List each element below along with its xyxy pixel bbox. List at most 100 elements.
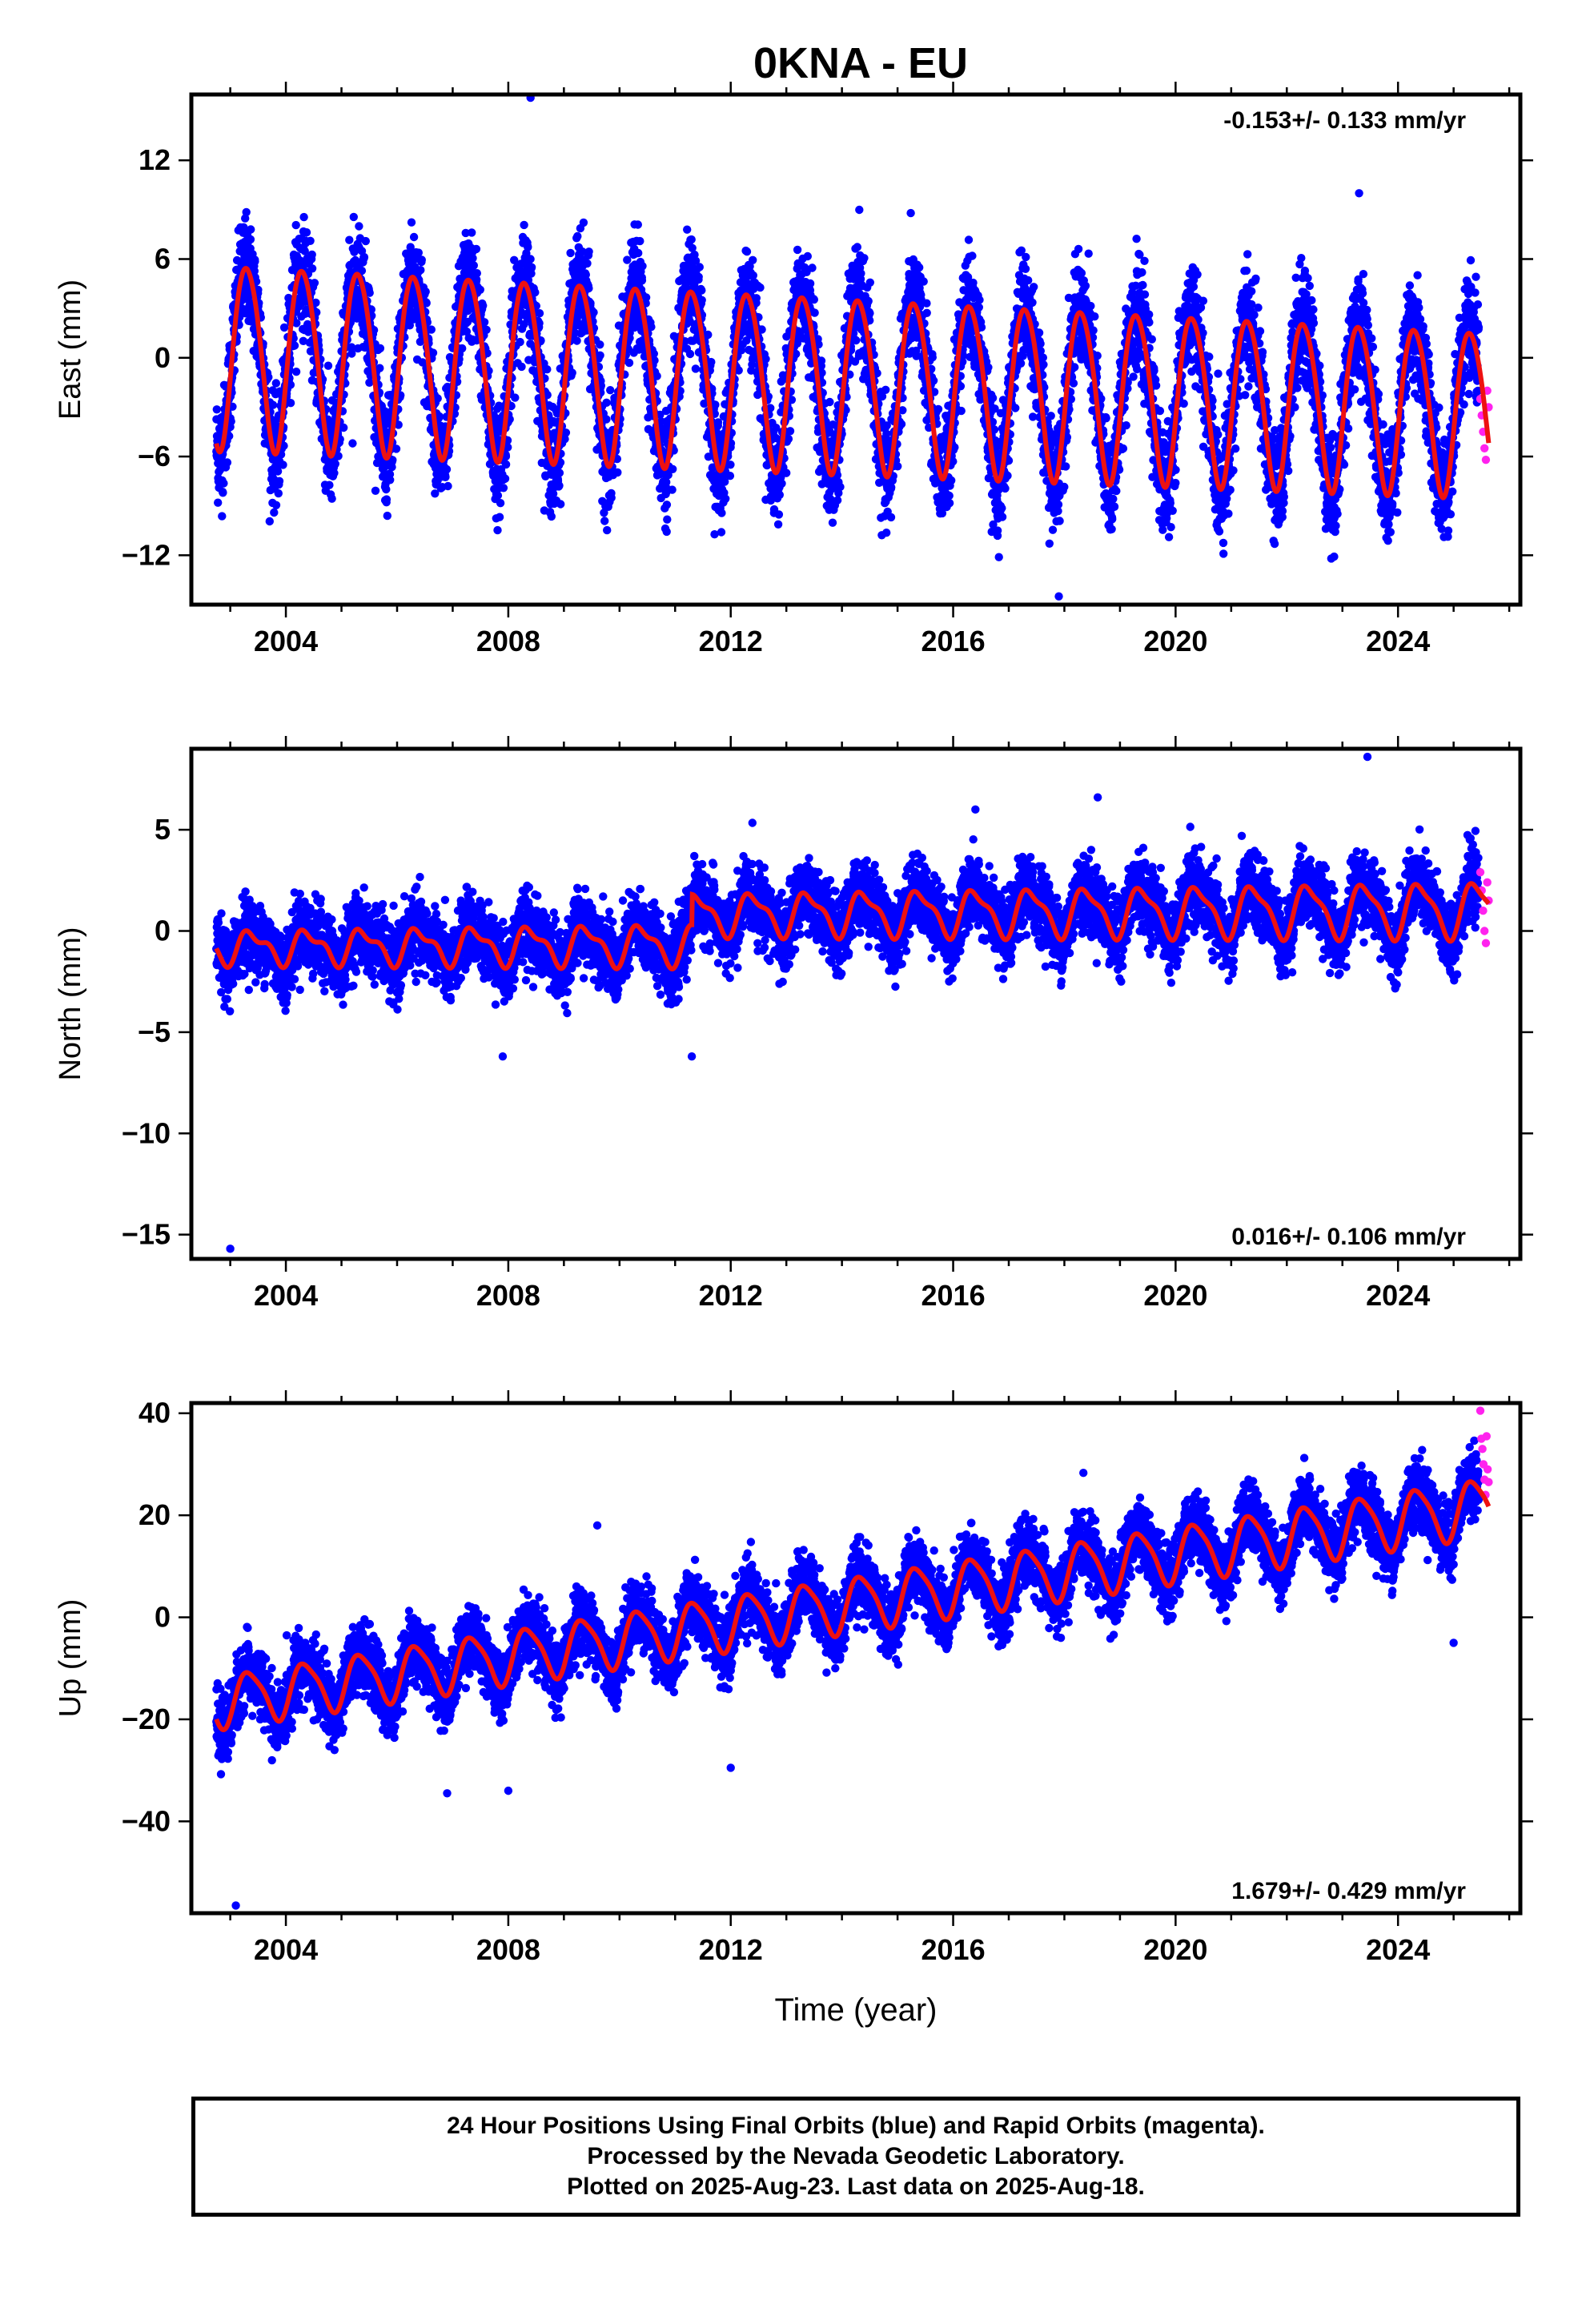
data-point (469, 261, 478, 270)
data-point (311, 298, 320, 308)
data-point (860, 254, 869, 263)
data-point (784, 434, 793, 444)
data-point (882, 529, 891, 537)
data-point (268, 400, 278, 409)
data-point (357, 266, 367, 275)
data-point (556, 500, 565, 509)
data-point (568, 368, 576, 377)
data-point (500, 474, 510, 483)
data-point (279, 441, 288, 450)
data-point (928, 353, 938, 362)
data-point (479, 301, 488, 310)
data-point (717, 509, 726, 517)
data-point (428, 348, 438, 357)
data-point (641, 293, 651, 302)
data-point (218, 512, 227, 521)
data-point (414, 248, 423, 257)
data-point (427, 325, 436, 334)
data-point (520, 220, 528, 230)
data-point (516, 337, 524, 347)
data-point (602, 398, 611, 407)
data-point (547, 512, 556, 521)
data-point (922, 299, 931, 308)
data-point (662, 501, 672, 509)
data-point (638, 262, 647, 271)
data-point (416, 266, 425, 275)
data-point (852, 336, 861, 345)
data-point (697, 286, 706, 295)
data-point (347, 343, 356, 352)
data-point (774, 510, 784, 519)
data-point (695, 263, 704, 271)
data-point (697, 296, 706, 304)
data-point (685, 349, 695, 359)
data-point (704, 330, 713, 340)
data-point (246, 235, 255, 244)
data-point (893, 462, 902, 471)
data-point (691, 364, 701, 373)
data-point (214, 498, 223, 507)
data-point (607, 493, 616, 502)
data-point (468, 228, 476, 237)
data-point (773, 520, 783, 529)
data-point (292, 319, 301, 328)
data-point (584, 283, 593, 293)
data-point (468, 254, 477, 263)
data-point (555, 481, 564, 490)
data-point (375, 344, 385, 353)
data-point (323, 361, 333, 370)
data-point (624, 358, 634, 368)
data-point (310, 279, 319, 287)
data-point (251, 257, 259, 266)
data-point (291, 220, 300, 230)
data-point (726, 460, 735, 469)
data-point (652, 372, 661, 380)
data-point (603, 525, 612, 535)
data-point (279, 323, 289, 332)
data-point (886, 513, 896, 522)
data-point (808, 263, 817, 272)
data-point (493, 525, 502, 535)
data-point (458, 344, 467, 353)
data-point (517, 362, 526, 372)
data-point (291, 368, 301, 376)
data-point (613, 468, 622, 477)
data-point (526, 255, 535, 263)
data-point (579, 218, 588, 227)
data-point (394, 420, 403, 429)
data-point (637, 276, 647, 285)
data-point (417, 255, 426, 264)
data-point (331, 460, 339, 468)
data-point (725, 472, 735, 480)
data-point (499, 484, 508, 493)
data-point (265, 517, 274, 526)
data-point (242, 207, 251, 217)
data-point (365, 378, 374, 387)
data-point (810, 308, 819, 317)
data-point (365, 288, 374, 297)
data-point (219, 489, 227, 497)
data-point (809, 295, 818, 304)
data-point (634, 248, 643, 258)
data-point (606, 386, 615, 395)
data-point (250, 267, 259, 275)
data-point (855, 205, 864, 215)
data-point (327, 494, 336, 503)
data-point (383, 511, 391, 521)
data-point (270, 508, 279, 517)
data-point (663, 515, 672, 524)
data-point (421, 287, 430, 296)
data-point (573, 231, 582, 241)
data-point (662, 527, 671, 537)
data-point (596, 340, 604, 349)
data-point (934, 404, 943, 414)
data-point (694, 272, 703, 281)
data-point (371, 486, 380, 495)
data-point (330, 468, 339, 477)
data-point (334, 452, 343, 460)
data-point (742, 247, 752, 256)
data-point (361, 236, 370, 246)
data-point (749, 255, 757, 264)
data-point (602, 415, 611, 424)
